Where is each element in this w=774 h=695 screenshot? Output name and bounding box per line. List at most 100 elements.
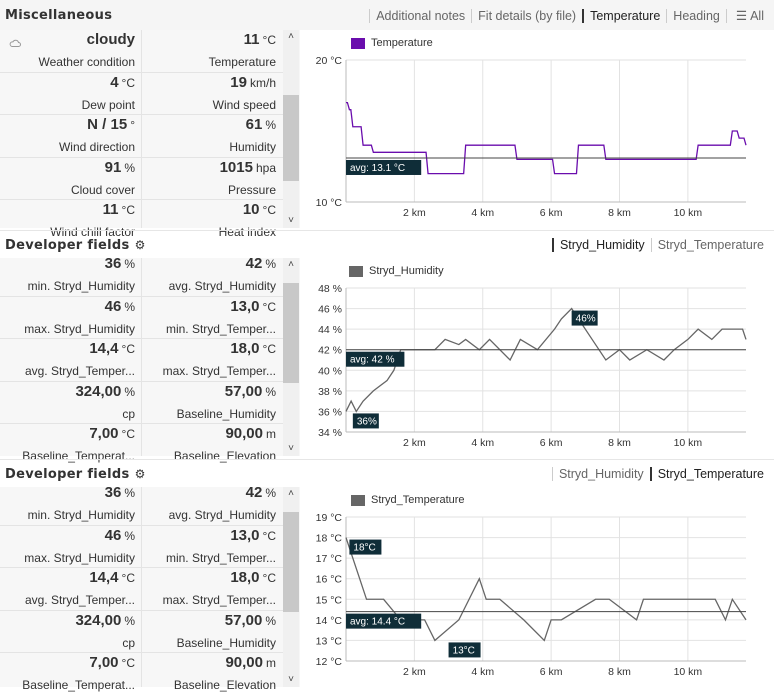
tab-stryd-humidity[interactable]: Stryd_Humidity [551, 467, 650, 481]
dev-fields-title-text: Developer fields [5, 467, 130, 482]
stat-unit: m [266, 427, 276, 442]
cloud-icon [9, 39, 21, 47]
stat-label: avg. Stryd_Temper... [24, 593, 135, 608]
scroll-down-icon[interactable]: ˅ [288, 215, 294, 226]
stat-value: 324,00% [75, 612, 135, 629]
y-tick-label: 13 °C [316, 635, 343, 647]
point-label-bg [571, 310, 598, 326]
tab-stryd-humidity[interactable]: Stryd_Humidity [551, 238, 651, 252]
chart-legend[interactable]: Stryd_Temperature [348, 493, 468, 507]
tab-temperature[interactable]: Temperature [582, 9, 666, 23]
tab-additional-notes[interactable]: Additional notes [369, 9, 471, 23]
scroll-thumb[interactable] [283, 95, 299, 181]
average-label: avg: 42 % [350, 355, 395, 366]
stat-unit: % [124, 384, 135, 399]
chart-legend[interactable]: Temperature [348, 36, 436, 50]
stryd-humidity-chart: 34 % 36 % 38 % 40 % 42 % 44 % 46 % 48 % 2 km 4 km… [300, 258, 774, 456]
dev-fields-title: Developer fields ⚙ [5, 238, 146, 253]
stat-value-number: 57,00 [224, 382, 263, 400]
stat-label: min. Stryd_Humidity [27, 508, 135, 522]
dev1-scrollbar[interactable]: ˄ ˅ [283, 258, 299, 456]
stat-unit: °C [121, 75, 135, 90]
x-tick-label: 8 km [608, 666, 631, 678]
stat-value: 18,0 °C [230, 340, 276, 357]
average-label-bg [346, 613, 422, 629]
stat-unit: % [124, 299, 135, 314]
stat-value: 11 °C [244, 31, 276, 48]
stat-unit: % [124, 613, 135, 628]
y-tick-label: 36 % [318, 406, 342, 418]
stat-value-number: 14,4 [89, 340, 119, 358]
stat-value-number: 10 [242, 201, 260, 219]
stat-value-number: 13,0 [230, 297, 260, 315]
stat-cell: 36% min. Stryd_Humidity [0, 483, 140, 525]
stat-cell: 46% max. Stryd_Humidity [0, 526, 140, 568]
stat-value-number: 90,00 [225, 425, 263, 443]
stat-value: 324,00% [75, 383, 135, 400]
stat-label: max. Stryd_Humidity [24, 321, 135, 336]
stat-unit: % [265, 257, 276, 271]
gear-icon[interactable]: ⚙ [134, 238, 146, 252]
scroll-thumb[interactable] [283, 283, 299, 383]
stat-cell: 46% max. Stryd_Humidity [0, 297, 140, 339]
stat-cell: 61% Humidity [141, 115, 281, 157]
dev2-scrollbar[interactable]: ˄ ˅ [283, 487, 299, 687]
point-label: 46% [576, 314, 596, 325]
stat-value-number: 14,4 [89, 569, 119, 587]
all-menu-button[interactable]: ☰ All [725, 9, 770, 23]
x-tick-label: 6 km [540, 437, 563, 449]
stat-value: 42% [246, 255, 276, 272]
stat-cell: 11 °C Wind chill factor [0, 200, 140, 242]
stat-cell: 4 °C Dew point [0, 73, 140, 115]
stat-cell: 18,0 °C max. Stryd_Temper... [141, 339, 281, 381]
stat-cell: 11 °C Temperature [141, 30, 281, 72]
section-divider [0, 230, 774, 231]
stat-cell: cloudy Weather condition [0, 30, 140, 72]
stat-value: 91% [105, 159, 135, 176]
stat-cell: 14,4 °C avg. Stryd_Temper... [0, 339, 140, 381]
stat-label: cp [122, 406, 135, 421]
stat-value-number: 18,0 [230, 340, 260, 358]
series-line [345, 537, 747, 642]
y-tick-label: 48 % [318, 283, 342, 295]
stat-unit: % [265, 486, 276, 500]
tab-heading[interactable]: Heading [666, 9, 726, 23]
chart-legend[interactable]: Stryd_Humidity [346, 264, 447, 278]
misc-scrollbar[interactable]: ˄ ˅ [283, 30, 299, 228]
stat-unit: °C [121, 427, 135, 442]
stat-value: 18,0 °C [230, 569, 276, 586]
scroll-up-icon[interactable]: ˄ [288, 31, 294, 42]
stat-unit: % [124, 160, 135, 175]
stat-unit: % [265, 118, 276, 133]
plot-area [346, 288, 746, 432]
gear-icon[interactable]: ⚙ [134, 467, 146, 481]
stat-value: 36% [105, 484, 135, 501]
stat-value-number: 19 [230, 73, 247, 91]
y-tick-label: 17 °C [316, 553, 343, 565]
dev1-tabs: Stryd_Humidity Stryd_Temperature [551, 238, 770, 252]
misc-stats-panel: cloudy Weather condition 11 °C Temperature 4 °… [0, 30, 300, 239]
stat-value: 90,00 m [225, 654, 276, 671]
point-label: 36% [357, 416, 377, 427]
tab-stryd-temperature[interactable]: Stryd_Temperature [650, 238, 770, 252]
scroll-down-icon[interactable]: ˅ [288, 443, 294, 454]
scroll-thumb[interactable] [283, 512, 299, 612]
x-tick-label: 10 km [674, 207, 703, 219]
scroll-up-icon[interactable]: ˄ [288, 488, 294, 499]
stat-value-number: 11 [102, 201, 119, 219]
stat-value-number: 46 [104, 297, 122, 315]
stat-value: 46% [105, 527, 135, 544]
stat-label: Wind speed [212, 97, 276, 112]
tab-stryd-temperature[interactable]: Stryd_Temperature [649, 467, 770, 481]
dev1-stats-panel: 36% min. Stryd_Humidity 42% avg. Stryd_Humi… [0, 255, 300, 463]
stat-label: max. Stryd_Humidity [24, 550, 135, 565]
stat-label: Wind direction [58, 140, 135, 155]
scroll-down-icon[interactable]: ˅ [288, 674, 294, 685]
column-divider [141, 30, 142, 228]
stat-unit: km/h [249, 75, 276, 90]
misc-tabs: Additional notes Fit details (by file) T… [369, 9, 770, 23]
tab-fit-details[interactable]: Fit details (by file) [471, 9, 582, 23]
y-tick-label: 15 °C [316, 594, 343, 606]
scroll-up-icon[interactable]: ˄ [288, 259, 294, 270]
stat-value: N / 15 ° [87, 116, 135, 133]
